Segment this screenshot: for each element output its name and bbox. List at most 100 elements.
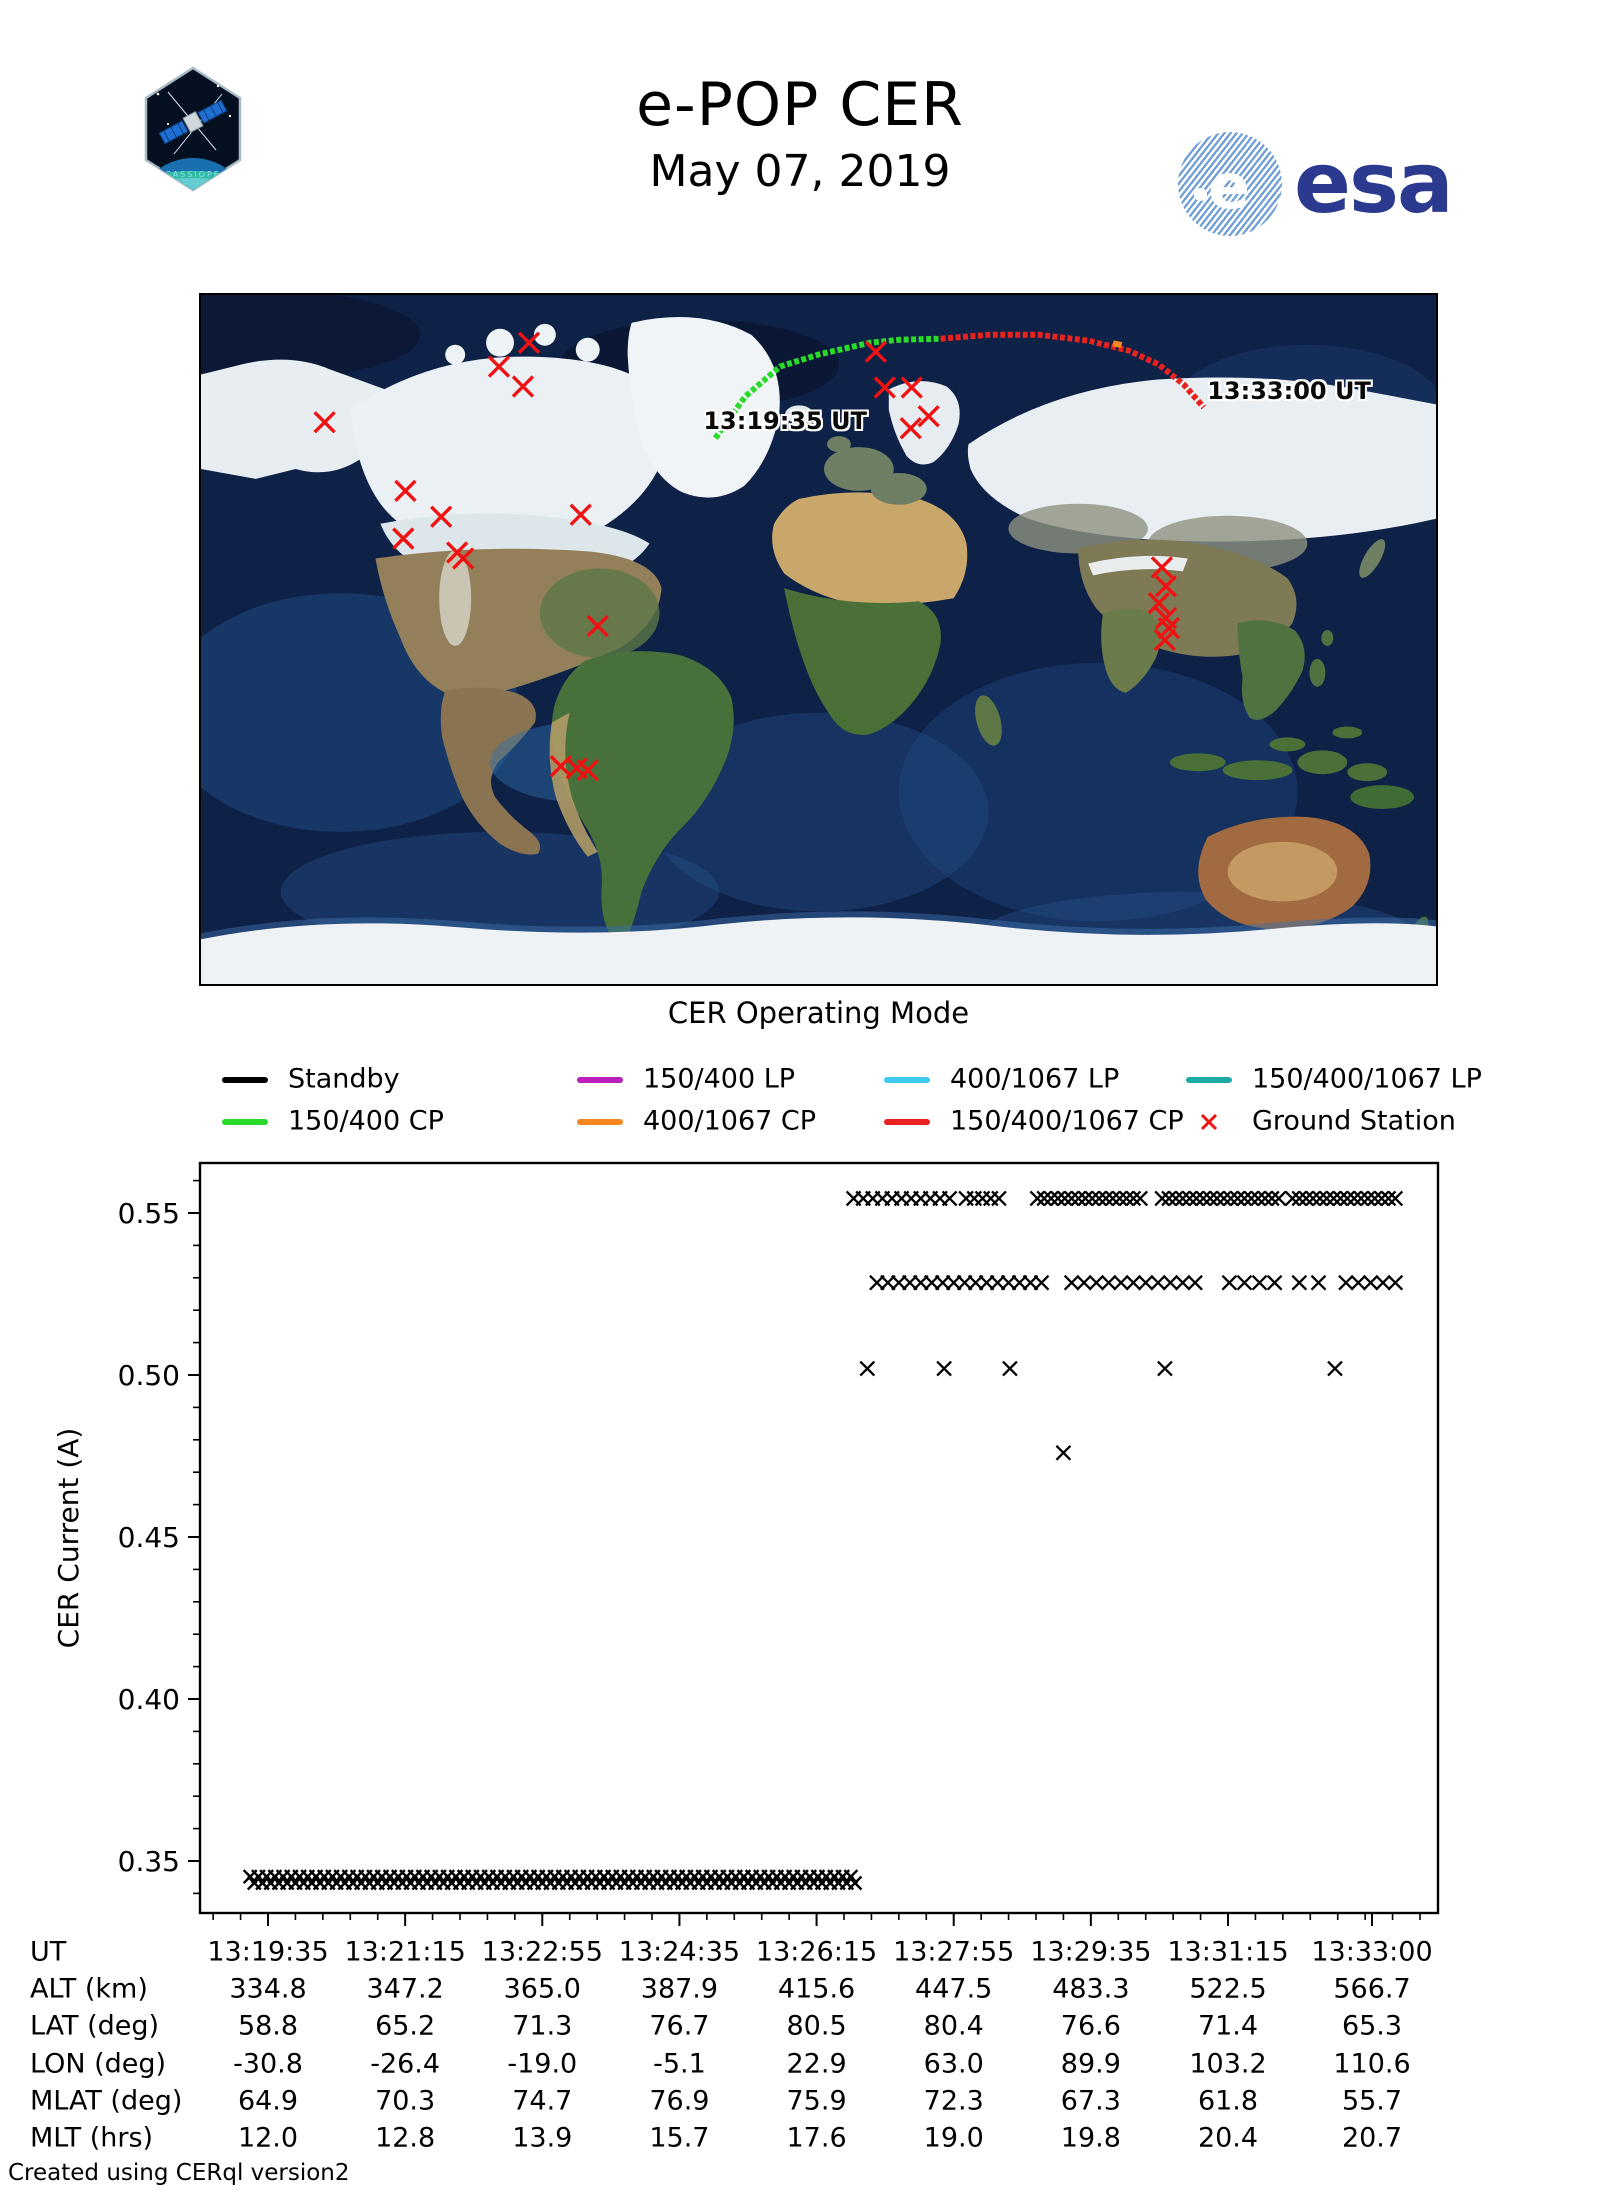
table-cell: -30.8	[233, 2048, 303, 2080]
ground-track-map: 13:19:35 UT 13:33:00 UT	[199, 293, 1438, 986]
cassiope-mission-patch: CASSIOPE	[144, 66, 242, 192]
satellite-track-orange	[1112, 340, 1123, 349]
y-tick-label: 0.35	[118, 1845, 180, 1878]
y-tick-label: 0.45	[118, 1521, 180, 1554]
table-cell: 13:21:15	[344, 1936, 466, 1968]
legend-line-swatch	[884, 1119, 930, 1125]
table-cell: 387.9	[640, 1973, 719, 2005]
table-cell: 13:29:35	[1030, 1936, 1152, 1968]
y-axis-label: CER Current (A)	[52, 1428, 85, 1649]
table-cell: 12.0	[237, 2122, 299, 2154]
legend-line-swatch	[577, 1119, 623, 1125]
table-cell: 20.4	[1197, 2122, 1259, 2154]
table-cell: 80.4	[923, 2010, 984, 2042]
esa-logo-e: e	[1208, 150, 1251, 223]
table-cell: 63.0	[923, 2048, 984, 2080]
legend-line-swatch	[884, 1077, 930, 1083]
table-cell: 64.9	[237, 2085, 299, 2117]
esa-logo-dot	[1194, 188, 1207, 201]
table-cell: 365.0	[503, 1973, 581, 2005]
table-cell: 75.9	[786, 2085, 847, 2117]
table-cell: 58.8	[237, 2010, 299, 2042]
footer-credit: Created using CERql version2	[8, 2160, 350, 2186]
legend-line-swatch	[1186, 1077, 1232, 1083]
y-tick-label: 0.55	[118, 1197, 180, 1230]
satellite-track-green	[712, 335, 941, 440]
table-row-label: MLT (hrs)	[30, 2122, 154, 2154]
legend-item-label: Standby	[288, 1063, 400, 1095]
table-cell: 76.6	[1060, 2010, 1121, 2042]
table-cell: 13:19:35	[207, 1936, 329, 1968]
current-dip-point-markers	[1055, 1444, 1072, 1461]
table-cell: 13.9	[512, 2122, 573, 2154]
satellite-icon	[158, 99, 228, 145]
table-cell: 13:33:00	[1311, 1936, 1433, 1968]
table-cell: -19.0	[507, 2048, 578, 2080]
y-axis-ticks: 0.35 0.40 0.45 0.50 0.55	[118, 1179, 200, 1895]
table-cell: 55.7	[1341, 2085, 1403, 2117]
cer-current-chart: 0.35 0.40 0.45 0.50 0.55 CER Current (A)	[52, 1161, 1440, 1926]
table-cell: 347.2	[366, 1973, 444, 2005]
track-time-label: 13:33:00 UT	[1207, 377, 1371, 406]
table-cell: 13:27:55	[893, 1936, 1015, 1968]
table-row-label: UT	[30, 1936, 67, 1968]
table-cell: 415.6	[777, 1973, 856, 2005]
table-cell: 89.9	[1060, 2048, 1121, 2080]
table-cell: 65.2	[375, 2010, 436, 2042]
x-axis-ticks	[212, 1913, 1421, 1926]
legend-line-swatch	[222, 1119, 268, 1125]
chart-frame	[198, 1161, 1440, 1915]
table-cell: 13:26:15	[755, 1936, 878, 1968]
y-tick-label: 0.40	[118, 1683, 180, 1716]
legend-item-label: 400/1067 CP	[643, 1105, 817, 1137]
table-cell: 334.8	[229, 1973, 307, 2005]
legend-item-label: Ground Station	[1252, 1105, 1456, 1137]
current-low-row-markers	[859, 1360, 1343, 1377]
table-cell: 19.0	[923, 2122, 984, 2154]
table-cell: 13:31:15	[1167, 1936, 1289, 1968]
table-cell: 13:22:55	[481, 1936, 603, 1968]
table-cell: 72.3	[923, 2085, 984, 2117]
satellite-track-red	[940, 331, 1206, 410]
world-map-image	[201, 295, 1436, 984]
legend-item-label: 400/1067 LP	[950, 1063, 1120, 1095]
table-cell: 22.9	[786, 2048, 847, 2080]
table-cell: 71.3	[512, 2010, 573, 2042]
legend-title: CER Operating Mode	[667, 996, 970, 1030]
legend-item-label: 150/400/1067 LP	[1252, 1063, 1482, 1095]
esa-globe-icon	[1178, 132, 1282, 236]
table-row-label: LON (deg)	[30, 2048, 167, 2080]
map-overlay	[313, 331, 1206, 782]
table-cell: 110.6	[1333, 2048, 1411, 2080]
ground-station-x-icon	[1200, 1113, 1218, 1131]
table-cell: 65.3	[1341, 2010, 1403, 2042]
table-row-label: ALT (km)	[30, 1973, 148, 2005]
esa-logo: e esa	[1178, 132, 1478, 242]
table-cell: 76.7	[649, 2010, 710, 2042]
table-cell: 76.9	[649, 2085, 710, 2117]
table-cell: 74.7	[512, 2085, 573, 2117]
table-cell: 13:24:35	[618, 1936, 741, 1968]
track-time-label: 13:19:35 UT	[703, 407, 867, 436]
y-tick-label: 0.50	[118, 1359, 180, 1392]
table-cell: 20.7	[1341, 2122, 1403, 2154]
table-cell: 447.5	[915, 1973, 993, 2005]
table-cell: 483.3	[1052, 1973, 1130, 2005]
table-cell: 71.4	[1197, 2010, 1259, 2042]
table-cell: 19.8	[1060, 2122, 1121, 2154]
table-cell: 61.8	[1197, 2085, 1259, 2117]
table-cell: -26.4	[370, 2048, 441, 2080]
table-cell: 15.7	[649, 2122, 710, 2154]
current-high-band-markers	[845, 1190, 1404, 1207]
legend-item-label: 150/400 LP	[643, 1063, 796, 1095]
legend-item-label: 150/400 CP	[288, 1105, 444, 1137]
table-cell: 70.3	[375, 2085, 436, 2117]
patch-label: CASSIOPE	[165, 170, 221, 179]
page-date: May 07, 2019	[649, 146, 951, 197]
table-cell: 80.5	[786, 2010, 847, 2042]
table-row-label: LAT (deg)	[30, 2010, 160, 2042]
legend-line-swatch	[577, 1077, 623, 1083]
table-cell: 103.2	[1189, 2048, 1267, 2080]
table-row-label: MLAT (deg)	[30, 2085, 183, 2117]
